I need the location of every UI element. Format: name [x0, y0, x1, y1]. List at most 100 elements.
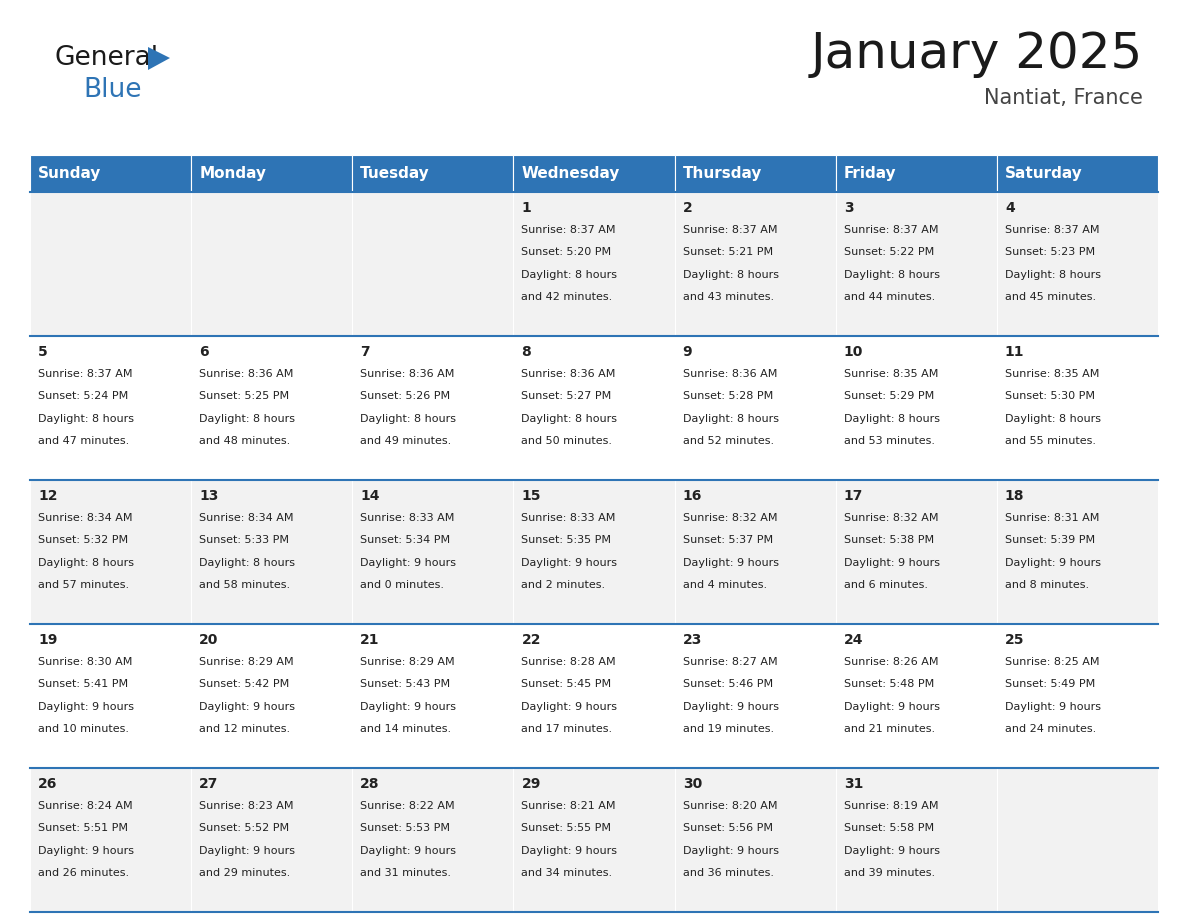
Text: and 4 minutes.: and 4 minutes.	[683, 580, 766, 590]
Text: Daylight: 9 hours: Daylight: 9 hours	[1005, 558, 1101, 567]
Text: Sunset: 5:27 PM: Sunset: 5:27 PM	[522, 391, 612, 401]
Text: Wednesday: Wednesday	[522, 166, 620, 181]
Text: Sunrise: 8:36 AM: Sunrise: 8:36 AM	[200, 369, 293, 379]
Text: Sunrise: 8:34 AM: Sunrise: 8:34 AM	[200, 513, 293, 523]
Text: Sunset: 5:25 PM: Sunset: 5:25 PM	[200, 391, 290, 401]
Text: Sunset: 5:37 PM: Sunset: 5:37 PM	[683, 535, 772, 545]
Text: Daylight: 9 hours: Daylight: 9 hours	[683, 845, 778, 856]
Bar	[675, 768, 835, 912]
Text: Daylight: 9 hours: Daylight: 9 hours	[360, 845, 456, 856]
Text: Sunrise: 8:32 AM: Sunrise: 8:32 AM	[843, 513, 939, 523]
Text: Sunset: 5:35 PM: Sunset: 5:35 PM	[522, 535, 612, 545]
Text: 15: 15	[522, 488, 541, 503]
Text: Sunrise: 8:21 AM: Sunrise: 8:21 AM	[522, 801, 617, 812]
Bar	[191, 336, 353, 480]
Bar	[997, 192, 1158, 336]
Text: Sunset: 5:23 PM: Sunset: 5:23 PM	[1005, 248, 1095, 257]
Text: 26: 26	[38, 777, 57, 790]
Text: and 21 minutes.: and 21 minutes.	[843, 724, 935, 734]
Text: Sunrise: 8:29 AM: Sunrise: 8:29 AM	[360, 657, 455, 667]
Text: Sunrise: 8:37 AM: Sunrise: 8:37 AM	[843, 225, 939, 235]
Text: 21: 21	[360, 633, 380, 646]
Text: Sunrise: 8:34 AM: Sunrise: 8:34 AM	[38, 513, 133, 523]
Text: 25: 25	[1005, 633, 1024, 646]
Text: 7: 7	[360, 344, 369, 359]
Text: 6: 6	[200, 344, 209, 359]
Text: Sunrise: 8:37 AM: Sunrise: 8:37 AM	[683, 225, 777, 235]
Text: Sunrise: 8:37 AM: Sunrise: 8:37 AM	[522, 225, 617, 235]
Text: and 55 minutes.: and 55 minutes.	[1005, 436, 1095, 446]
Text: 18: 18	[1005, 488, 1024, 503]
Text: 8: 8	[522, 344, 531, 359]
Text: Sunset: 5:33 PM: Sunset: 5:33 PM	[200, 535, 289, 545]
Bar	[191, 192, 353, 336]
Text: Daylight: 9 hours: Daylight: 9 hours	[38, 701, 134, 711]
Bar	[353, 155, 513, 192]
Text: and 8 minutes.: and 8 minutes.	[1005, 580, 1089, 590]
Text: and 6 minutes.: and 6 minutes.	[843, 580, 928, 590]
Text: Sunset: 5:24 PM: Sunset: 5:24 PM	[38, 391, 128, 401]
Text: Sunset: 5:29 PM: Sunset: 5:29 PM	[843, 391, 934, 401]
Text: Sunrise: 8:30 AM: Sunrise: 8:30 AM	[38, 657, 132, 667]
Text: and 49 minutes.: and 49 minutes.	[360, 436, 451, 446]
Text: Sunset: 5:28 PM: Sunset: 5:28 PM	[683, 391, 773, 401]
Text: and 47 minutes.: and 47 minutes.	[38, 436, 129, 446]
Text: 31: 31	[843, 777, 864, 790]
Text: and 24 minutes.: and 24 minutes.	[1005, 724, 1097, 734]
Text: 22: 22	[522, 633, 541, 646]
Text: 1: 1	[522, 201, 531, 215]
Text: Sunset: 5:45 PM: Sunset: 5:45 PM	[522, 679, 612, 689]
Text: Sunrise: 8:37 AM: Sunrise: 8:37 AM	[1005, 225, 1099, 235]
Text: Daylight: 9 hours: Daylight: 9 hours	[200, 845, 295, 856]
Text: Daylight: 9 hours: Daylight: 9 hours	[360, 558, 456, 567]
Text: Daylight: 9 hours: Daylight: 9 hours	[200, 701, 295, 711]
Polygon shape	[148, 47, 170, 70]
Text: 27: 27	[200, 777, 219, 790]
Text: Sunset: 5:38 PM: Sunset: 5:38 PM	[843, 535, 934, 545]
Text: 24: 24	[843, 633, 864, 646]
Bar	[835, 480, 997, 624]
Bar	[191, 155, 353, 192]
Text: and 19 minutes.: and 19 minutes.	[683, 724, 773, 734]
Bar	[513, 336, 675, 480]
Text: Sunrise: 8:26 AM: Sunrise: 8:26 AM	[843, 657, 939, 667]
Text: 17: 17	[843, 488, 864, 503]
Text: Sunrise: 8:37 AM: Sunrise: 8:37 AM	[38, 369, 133, 379]
Text: and 34 minutes.: and 34 minutes.	[522, 868, 613, 879]
Text: Sunrise: 8:24 AM: Sunrise: 8:24 AM	[38, 801, 133, 812]
Text: Thursday: Thursday	[683, 166, 762, 181]
Text: Sunset: 5:48 PM: Sunset: 5:48 PM	[843, 679, 934, 689]
Text: Daylight: 9 hours: Daylight: 9 hours	[360, 701, 456, 711]
Text: Sunrise: 8:36 AM: Sunrise: 8:36 AM	[360, 369, 455, 379]
Text: Sunset: 5:43 PM: Sunset: 5:43 PM	[360, 679, 450, 689]
Text: 2: 2	[683, 201, 693, 215]
Text: Daylight: 8 hours: Daylight: 8 hours	[683, 270, 778, 280]
Text: Daylight: 8 hours: Daylight: 8 hours	[38, 558, 134, 567]
Text: Blue: Blue	[83, 77, 141, 103]
Text: 28: 28	[360, 777, 380, 790]
Text: Sunset: 5:56 PM: Sunset: 5:56 PM	[683, 823, 772, 834]
Bar	[353, 624, 513, 768]
Bar	[353, 192, 513, 336]
Text: Sunrise: 8:35 AM: Sunrise: 8:35 AM	[1005, 369, 1099, 379]
Bar	[30, 480, 191, 624]
Text: Nantiat, France: Nantiat, France	[984, 88, 1143, 108]
Text: Daylight: 8 hours: Daylight: 8 hours	[1005, 270, 1101, 280]
Bar	[997, 155, 1158, 192]
Text: and 12 minutes.: and 12 minutes.	[200, 724, 290, 734]
Text: and 50 minutes.: and 50 minutes.	[522, 436, 613, 446]
Text: Sunrise: 8:35 AM: Sunrise: 8:35 AM	[843, 369, 939, 379]
Text: Sunrise: 8:25 AM: Sunrise: 8:25 AM	[1005, 657, 1099, 667]
Text: Sunset: 5:42 PM: Sunset: 5:42 PM	[200, 679, 290, 689]
Text: Sunrise: 8:28 AM: Sunrise: 8:28 AM	[522, 657, 617, 667]
Text: Daylight: 8 hours: Daylight: 8 hours	[522, 414, 618, 424]
Text: Sunset: 5:46 PM: Sunset: 5:46 PM	[683, 679, 772, 689]
Text: Sunset: 5:22 PM: Sunset: 5:22 PM	[843, 248, 934, 257]
Text: Daylight: 9 hours: Daylight: 9 hours	[843, 845, 940, 856]
Text: Sunset: 5:39 PM: Sunset: 5:39 PM	[1005, 535, 1095, 545]
Text: Tuesday: Tuesday	[360, 166, 430, 181]
Text: Sunset: 5:21 PM: Sunset: 5:21 PM	[683, 248, 772, 257]
Text: Saturday: Saturday	[1005, 166, 1082, 181]
Text: Daylight: 8 hours: Daylight: 8 hours	[522, 270, 618, 280]
Bar	[997, 624, 1158, 768]
